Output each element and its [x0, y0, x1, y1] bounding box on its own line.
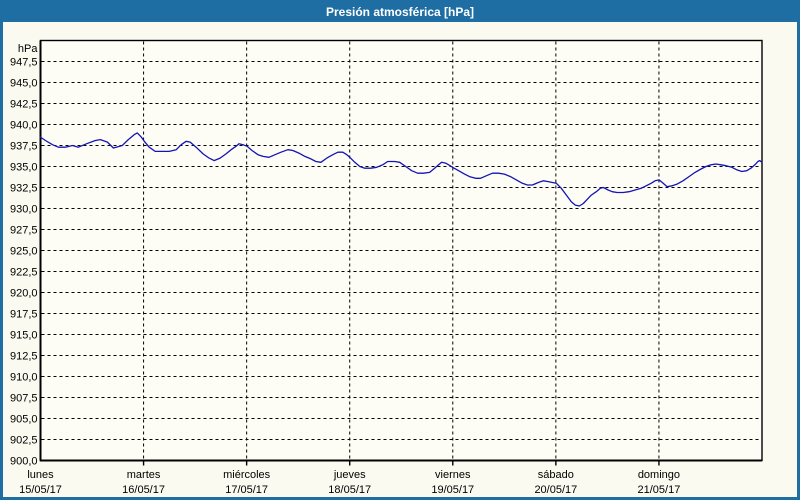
y-axis-tick-label: 905,0	[10, 414, 38, 426]
y-axis-tick-label: 930,0	[10, 204, 38, 216]
y-axis-tick-label: 910,0	[10, 372, 38, 384]
window-title-bar: Presión atmosférica [hPa]	[3, 3, 797, 22]
y-axis-tick-label: 940,0	[10, 120, 38, 132]
y-axis-tick-label: 932,5	[10, 183, 38, 195]
x-axis-day-label: martes	[127, 469, 161, 481]
y-axis-tick-label: 925,0	[10, 246, 38, 258]
x-axis-date-label: 16/05/17	[122, 484, 165, 496]
x-axis-day-label: sábado	[538, 469, 574, 481]
x-axis-date-label: 21/05/17	[638, 484, 681, 496]
x-axis-date-label: 18/05/17	[328, 484, 371, 496]
x-axis-day-label: miércoles	[223, 469, 271, 481]
pressure-chart: hPa 947,5945,0942,5940,0937,5935,0932,59…	[10, 39, 763, 496]
y-axis-tick-label: 920,0	[10, 288, 38, 300]
y-axis-tick-label: 935,0	[10, 162, 38, 174]
y-axis-tick-label: 927,5	[10, 225, 38, 237]
pressure-line	[39, 132, 763, 207]
y-axis-tick-label: 937,5	[10, 141, 38, 153]
y-axis-tick-label: 902,5	[10, 435, 38, 447]
x-axis-day-label: viernes	[435, 469, 471, 481]
x-axis-date-label: 17/05/17	[225, 484, 268, 496]
y-axis-unit-label: hPa	[18, 43, 38, 55]
y-axis-tick-label: 917,5	[10, 309, 38, 321]
y-axis-tick-label: 907,5	[10, 393, 38, 405]
x-axis-date-label: 19/05/17	[431, 484, 474, 496]
y-axis-tick-label: 947,5	[10, 57, 38, 69]
x-axis-day-label: lunes	[27, 469, 54, 481]
plot-area: 947,5 945,0 942,5 940,0 937,5 935,0 932,5 930,0…	[10, 39, 763, 496]
y-axis-tick-label: 900,0	[10, 456, 38, 468]
y-axis-tick-label: 922,5	[10, 267, 38, 279]
x-axis-date-label: 15/05/17	[19, 484, 62, 496]
x-axis-day-label: jueves	[333, 469, 366, 481]
x-axis-date-label: 20/05/17	[534, 484, 577, 496]
y-axis-tick-label: 942,5	[10, 99, 38, 111]
window-title: Presión atmosférica [hPa]	[325, 5, 475, 19]
y-axis-tick-label: 945,0	[10, 78, 38, 90]
y-axis-tick-label: 915,0	[10, 330, 38, 342]
y-axis-tick-label: 912,5	[10, 351, 38, 363]
x-axis-day-label: domingo	[638, 469, 680, 481]
